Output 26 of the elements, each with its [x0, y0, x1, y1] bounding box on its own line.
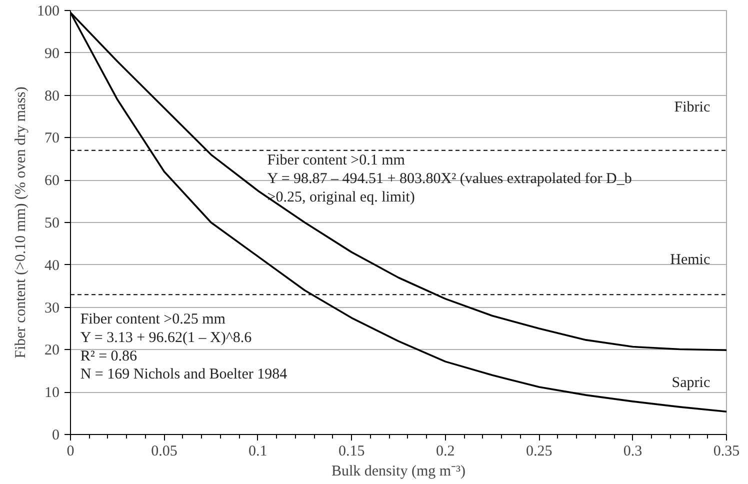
y-tick-label: 40 [44, 258, 60, 274]
y-tick-label: 0 [52, 428, 60, 444]
x-tick-label: 0.25 [526, 444, 552, 460]
y-tick-label: 20 [44, 342, 60, 359]
annotation: Hemic [670, 252, 710, 268]
annotation: Sapric [672, 375, 710, 392]
x-tick-label: 0.3 [623, 444, 642, 460]
y-tick-label: 80 [44, 88, 60, 104]
annotation: Fiber content >0.25 mm Y = 3.13 + 96.62(1 – X)^8.6 R² = 0.86 N = 169 Nichols and Boelter 1984 [80, 312, 288, 383]
y-tick-label: 70 [44, 130, 60, 147]
y-axis-title: Fiber content (>0.10 mm) (% oven dry mass) [13, 86, 29, 358]
x-tick-label: 0.1 [248, 444, 268, 460]
y-tick-label: 10 [44, 385, 60, 402]
y-tick-label: 90 [44, 46, 60, 62]
x-tick-label: 0.2 [436, 444, 455, 460]
annotation: Fibric [674, 100, 710, 116]
y-tick-label: 100 [37, 4, 60, 20]
x-tick-label: 0.05 [151, 444, 178, 460]
x-tick-label: 0.35 [713, 444, 740, 460]
x-tick-label: 0.15 [338, 444, 365, 460]
y-tick-label: 30 [44, 300, 60, 316]
x-axis-title: Bulk density (mg m⁻³) [331, 464, 466, 480]
x-tick-label: 0 [66, 444, 74, 460]
y-tick-label: 60 [44, 173, 60, 190]
annotation: Fiber content >0.1 mm Y = 98.87 – 494.51 + 803.80X² (values extrapolated for D_b >0.25, original eq. limit) [267, 152, 632, 206]
y-tick-label: 50 [44, 216, 60, 232]
